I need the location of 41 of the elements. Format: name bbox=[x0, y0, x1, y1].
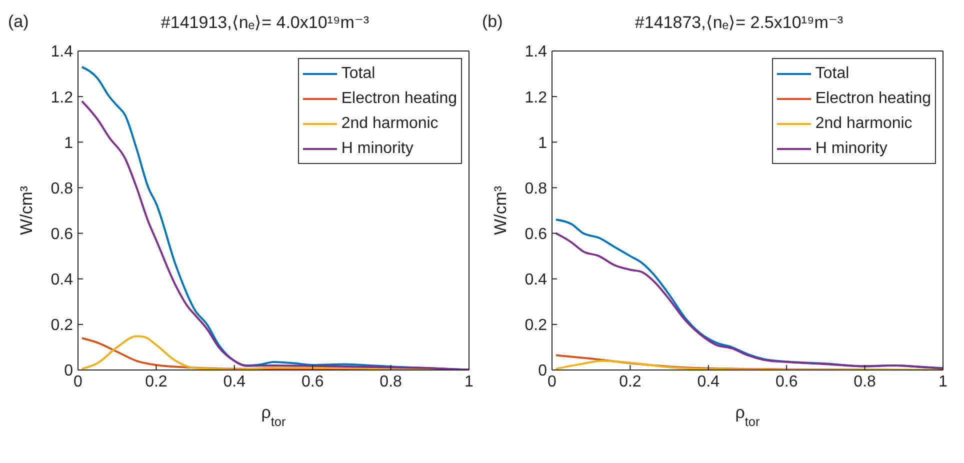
y-tick-label: 0.6 bbox=[50, 226, 74, 243]
x-axis-title: ρ$_{tor}$ bbox=[261, 403, 287, 428]
y-tick-label: 1.4 bbox=[50, 44, 74, 61]
legend-label: Total bbox=[341, 64, 376, 82]
x-tick-label: 0.6 bbox=[301, 373, 324, 390]
y-axis-title: W/cm³ bbox=[17, 186, 36, 236]
y-tick-label: 0.4 bbox=[50, 272, 74, 289]
x-tick-label: 0.8 bbox=[380, 373, 402, 390]
y-tick-label: 0.8 bbox=[50, 180, 74, 198]
text: (a) bbox=[8, 12, 29, 31]
x-tick-label: 1 bbox=[938, 373, 948, 390]
legend-label: 2nd harmonic bbox=[341, 114, 438, 132]
x-tick-label: 1 bbox=[464, 373, 474, 390]
legend-label: H minority bbox=[815, 140, 888, 158]
text: (b) bbox=[482, 12, 503, 31]
y-tick-label: 1 bbox=[64, 134, 74, 152]
y-tick-label: 0.4 bbox=[524, 272, 548, 289]
x-tick-label: 0.2 bbox=[619, 373, 642, 390]
legend-label: Electron heating bbox=[815, 90, 931, 108]
x-tick-label: 0.8 bbox=[854, 373, 876, 390]
chart-title: #141873,⟨nₑ⟩= 2.5x10¹⁹m⁻³ bbox=[634, 12, 844, 33]
legend-label: H minority bbox=[341, 140, 414, 158]
legend-label: 2nd harmonic bbox=[815, 114, 912, 132]
y-tick-label: 0.2 bbox=[50, 317, 74, 334]
x-axis-title: ρ$_{tor}$ bbox=[735, 403, 761, 428]
y-tick-label: 1.2 bbox=[524, 89, 548, 106]
line-series bbox=[554, 360, 943, 370]
y-tick-label: 0.2 bbox=[524, 317, 548, 334]
y-tick-label: 0.6 bbox=[524, 226, 548, 243]
y-tick-label: 1.4 bbox=[524, 44, 548, 61]
y-tick-label: 1 bbox=[538, 134, 548, 152]
y-tick-label: 1.2 bbox=[50, 89, 74, 106]
x-tick-label: 0.6 bbox=[775, 373, 798, 390]
y-tick-label: 0.8 bbox=[524, 180, 548, 198]
x-tick-label: 0.2 bbox=[145, 373, 168, 390]
y-axis-title: W/cm³ bbox=[491, 186, 510, 236]
legend-label: Electron heating bbox=[341, 90, 457, 108]
x-tick-label: 0.4 bbox=[697, 373, 720, 390]
legend-label: Total bbox=[815, 64, 850, 82]
x-tick-label: 0.4 bbox=[223, 373, 246, 390]
chart-title: #141913,⟨nₑ⟩= 4.0x10¹⁹m⁻³ bbox=[160, 12, 370, 33]
